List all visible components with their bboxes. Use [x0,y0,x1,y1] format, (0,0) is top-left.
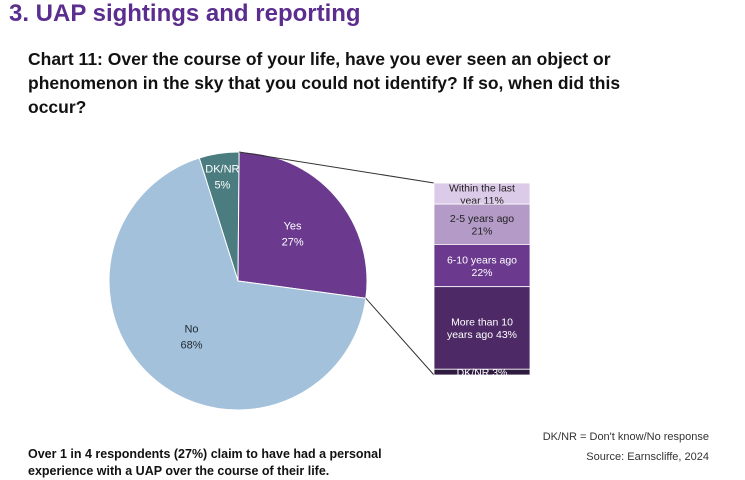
bar-segment-dk-nr [433,368,531,376]
pie-value-yes: 27% [282,237,304,249]
bar-segment-more-than-10-years-ago [433,286,531,370]
bar-label-dk-nr: DK/NR 3% [457,367,508,379]
connector-top [239,151,435,184]
pie-label-no: No [184,323,198,335]
legend-note: DK/NR = Don't know/No response [542,431,709,443]
pie-value-dk-nr: 5% [214,179,230,191]
footnote: Over 1 in 4 respondents (27%) claim to h… [28,447,382,478]
bar-label-2-5-years-ago: 2-5 years ago 21% [450,213,514,238]
chart-title: Chart 11: Over the course of your life, … [28,49,621,117]
pie-label-yes: Yes [284,221,302,233]
pie-label-dk-nr: DK/NR [205,163,239,175]
bar-segment-6-10-years-ago [433,244,531,288]
bar-label-more-than-10-years-ago: More than 10 years ago 43% [447,317,517,342]
bar-label-6-10-years-ago: 6-10 years ago 22% [447,254,517,279]
pie-slice-yes [237,151,368,299]
breakdown-bar: Within the last year 11%2-5 years ago 21%6… [433,182,531,379]
source-note: Source: Earnscliffe, 2024 [586,451,709,463]
connector-lines [239,151,435,376]
pie-chart: DK/NR 5% Yes 27% No 68% [108,151,368,411]
section-title: 3. UAP sightings and reporting [9,0,361,27]
bar-segment-2-5-years-ago [433,203,531,245]
pie-slice-no [108,157,367,411]
pie-value-no: 68% [180,339,202,351]
connector-bottom [365,297,435,376]
